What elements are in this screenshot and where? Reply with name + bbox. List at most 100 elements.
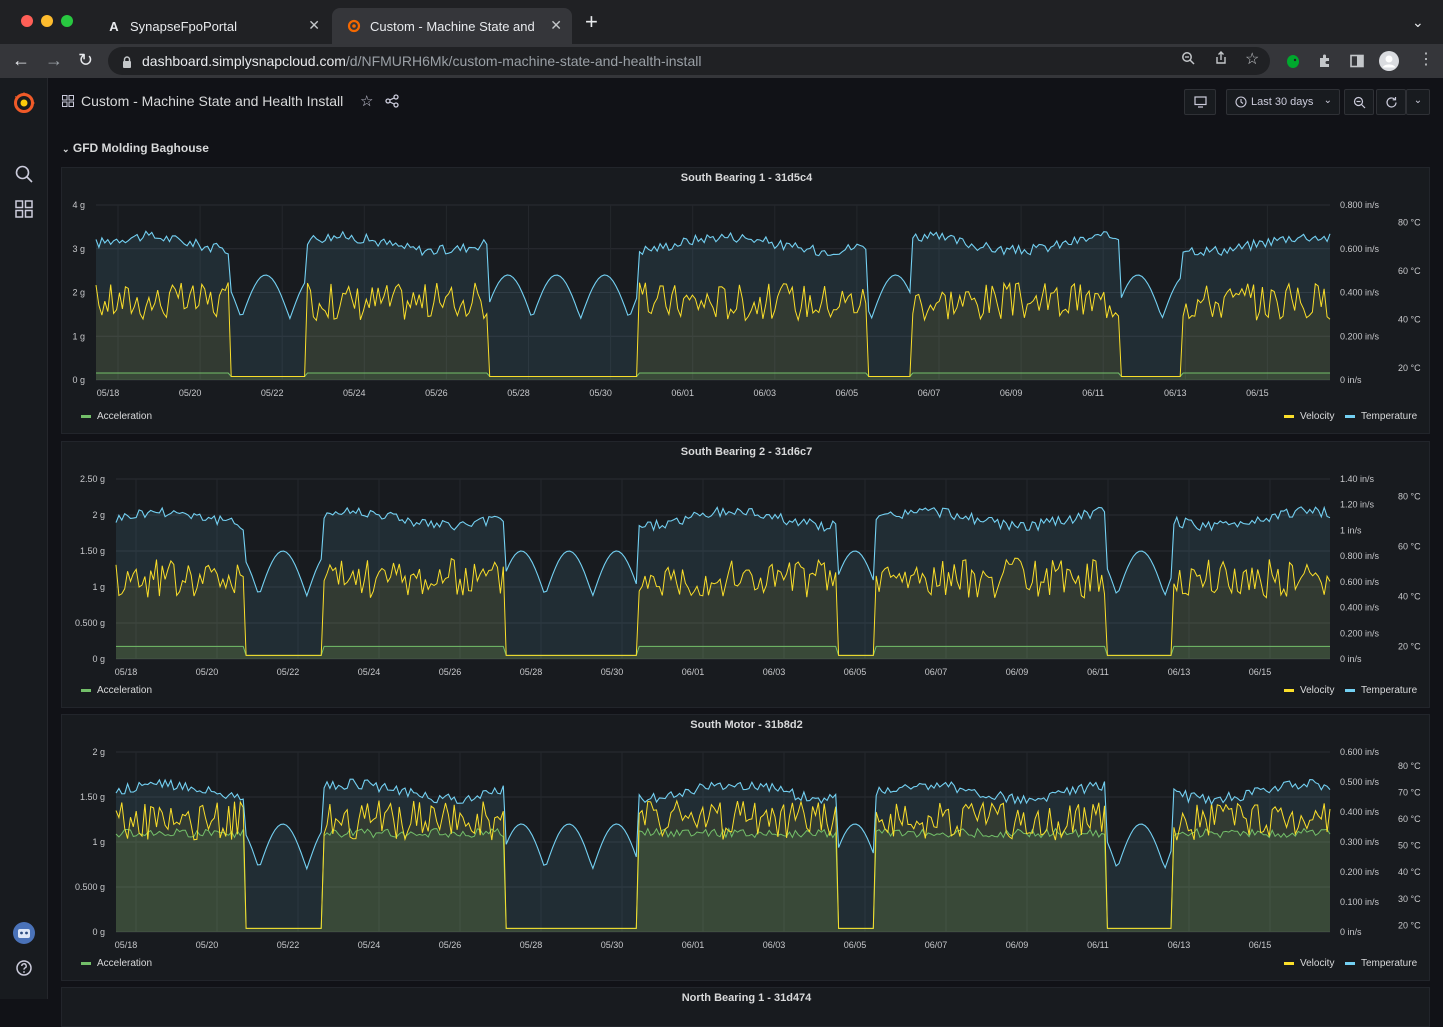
y-axis-tick-velocity: 0.600 in/s [1340,577,1380,587]
y-axis-tick-temperature: 20 °C [1398,363,1421,373]
grafana-logo-icon[interactable] [11,90,37,116]
legend-temperature[interactable]: Temperature [1345,958,1417,969]
close-tab-icon[interactable]: ✕ [308,17,320,33]
panel-title[interactable]: South Bearing 2 - 31d6c7 [680,446,813,458]
user-avatar[interactable] [13,922,35,944]
zoom-out-button[interactable] [1344,89,1374,115]
legend-temperature[interactable]: Temperature [1345,685,1417,696]
extensions-puzzle-icon[interactable] [1317,53,1333,69]
grafana-icon [346,18,362,34]
legend-velocity[interactable]: Velocity [1284,958,1334,969]
chart-panel-north-bearing-1[interactable]: North Bearing 1 - 31d474 [61,987,1430,1027]
y-axis-tick-velocity: 0.600 in/s [1340,747,1380,757]
y-axis-tick-left: 2 g [92,747,105,757]
favorite-star-icon[interactable]: ☆ [360,93,374,110]
y-axis-tick-temperature: 80 °C [1398,761,1421,771]
close-window-button[interactable] [21,15,33,27]
x-axis-tick: 06/01 [682,667,705,677]
x-axis-tick: 05/24 [358,667,381,677]
y-axis-tick-velocity: 0.200 in/s [1340,867,1380,877]
chart-panel-south-bearing-1[interactable]: South Bearing 1 - 31d5c4 0 g 1 g 2 g 3 g 4 g… [61,167,1430,434]
maximize-window-button[interactable] [61,15,73,27]
y-axis-tick-temperature: 50 °C [1398,841,1421,851]
x-axis-tick: 06/05 [844,940,867,950]
row-header[interactable]: ⌄ GFD Molding Baghouse [62,141,209,155]
x-axis-tick: 06/11 [1087,667,1109,677]
refresh-button[interactable] [1376,89,1406,115]
y-axis-tick-left: 0 g [92,927,105,937]
y-axis-tick-temperature: 20 °C [1398,920,1421,930]
x-axis-tick: 05/30 [601,940,624,950]
help-icon[interactable] [14,958,34,978]
dashboard-grid-icon [62,94,74,107]
x-axis-tick: 05/24 [358,940,381,950]
new-tab-button[interactable]: + [585,9,598,34]
x-axis-tick: 05/22 [277,667,300,677]
x-axis-tick: 06/11 [1082,388,1104,398]
refresh-interval-dropdown[interactable]: ⌄ [1406,89,1430,115]
timeseries-graph[interactable]: 0 g 1 g 2 g 3 g 4 g 0 in/s 0.200 in/s 0.400 in/… [62,168,1431,435]
time-picker-button[interactable]: Last 30 days ⌄ [1226,89,1340,115]
temperature-area [116,506,1330,659]
browser-menu-icon[interactable]: ⋮ [1418,51,1434,68]
y-axis-tick-left: 1.50 g [80,792,105,802]
y-axis-tick-velocity: 1.40 in/s [1340,474,1375,484]
legend-velocity[interactable]: Velocity [1284,411,1334,422]
panel-title[interactable]: South Bearing 1 - 31d5c4 [680,172,813,184]
x-axis-tick: 06/01 [671,388,694,398]
x-axis-tick: 05/26 [439,667,462,677]
share-icon[interactable] [385,94,399,108]
legend-temperature[interactable]: Temperature [1345,411,1417,422]
x-axis-tick: 06/03 [763,667,786,677]
temperature-series-line [95,230,1331,321]
chart-panel-south-bearing-2[interactable]: South Bearing 2 - 31d6c7 0 g 0.500 g 1 g 1.… [61,441,1430,708]
minimize-window-button[interactable] [41,15,53,27]
legend-velocity[interactable]: Velocity [1284,685,1334,696]
x-axis-tick: 06/15 [1249,667,1272,677]
y-axis-tick-temperature: 40 °C [1398,867,1421,877]
tv-mode-button[interactable] [1184,89,1216,115]
evernote-extension-icon[interactable] [1285,53,1301,69]
y-axis-tick-velocity: 0.800 in/s [1340,551,1380,561]
y-axis-tick-temperature: 70 °C [1398,788,1421,798]
reload-button[interactable]: ↻ [78,50,94,70]
profile-avatar[interactable] [1379,51,1399,71]
x-axis-tick: 06/15 [1249,940,1272,950]
timeseries-graph[interactable]: 0 g 0.500 g 1 g 1.50 g 2 g 2.50 g 0 in/s 0.200 … [62,442,1431,709]
chart-panel-south-motor[interactable]: South Motor - 31b8d2 0 g 0.500 g 1 g 1.50 g… [61,714,1430,981]
panel-title[interactable]: North Bearing 1 - 31d474 [681,992,812,1004]
y-axis-tick-left: 1 g [92,837,105,847]
x-axis-tick: 05/26 [425,388,448,398]
zoom-icon[interactable] [1181,51,1195,68]
side-panel-icon[interactable] [1349,53,1365,69]
velocity-area [96,282,1330,380]
x-axis-tick: 06/01 [682,940,705,950]
dashboards-icon[interactable] [14,199,34,219]
panel-title[interactable]: South Motor - 31b8d2 [690,719,803,731]
close-tab-icon[interactable]: ✕ [550,17,562,33]
x-axis-tick: 05/18 [115,940,138,950]
x-axis-tick: 06/13 [1164,388,1187,398]
y-axis-tick-left: 2.50 g [80,474,105,484]
forward-button[interactable]: → [45,50,63,70]
address-bar[interactable]: dashboard.simplysnapcloud.com/d/NFMURH6M… [108,47,1270,75]
browser-tab-synapse[interactable]: A SynapseFpoPortal ✕ [92,8,330,44]
legend-acceleration[interactable]: Acceleration [81,685,152,696]
bookmark-star-icon[interactable]: ☆ [1245,51,1260,68]
browser-tab-grafana[interactable]: Custom - Machine State and Health Instal… [332,8,572,44]
back-button[interactable]: ← [12,50,30,70]
legend-acceleration[interactable]: Acceleration [81,958,152,969]
x-axis-tick: 05/20 [196,940,219,950]
search-icon[interactable] [14,164,34,184]
chevron-down-icon: ⌄ [1323,95,1332,106]
y-axis-tick-left: 0 g [92,654,105,664]
acceleration-swatch [81,689,91,692]
share-page-icon[interactable] [1214,51,1228,68]
legend-acceleration[interactable]: Acceleration [81,411,152,422]
y-axis-tick-velocity: 0.300 in/s [1340,837,1380,847]
timeseries-graph[interactable]: 0 g 0.500 g 1 g 1.50 g 2 g 0 in/s 0.100 in/s 0.… [62,715,1431,982]
y-axis-tick-temperature: 60 °C [1398,814,1421,824]
y-axis-tick-temperature: 60 °C [1398,542,1421,552]
tab-search-chevron-icon[interactable]: ⌄ [1412,14,1424,30]
dashboard-title[interactable]: Custom - Machine State and Health Instal… [81,93,344,109]
